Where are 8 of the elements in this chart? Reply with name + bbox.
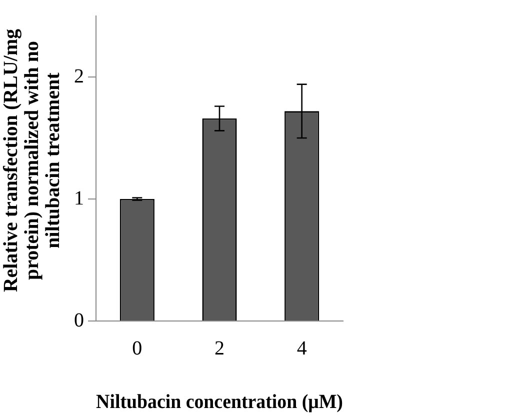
x-tick-label: 2 [214, 337, 224, 360]
x-tick-label: 4 [296, 337, 307, 360]
y-tick-label: 0 [74, 309, 84, 332]
x-axis-title: Niltubacin concentration (μM) [96, 392, 343, 414]
x-tick-label: 0 [132, 337, 142, 360]
y-axis-title: Relative transfection (RLU/mg protein) normalized with no niltubacin treatment [0, 28, 64, 292]
y-tick-label: 1 [74, 187, 84, 210]
y-tick-label: 2 [74, 65, 84, 88]
